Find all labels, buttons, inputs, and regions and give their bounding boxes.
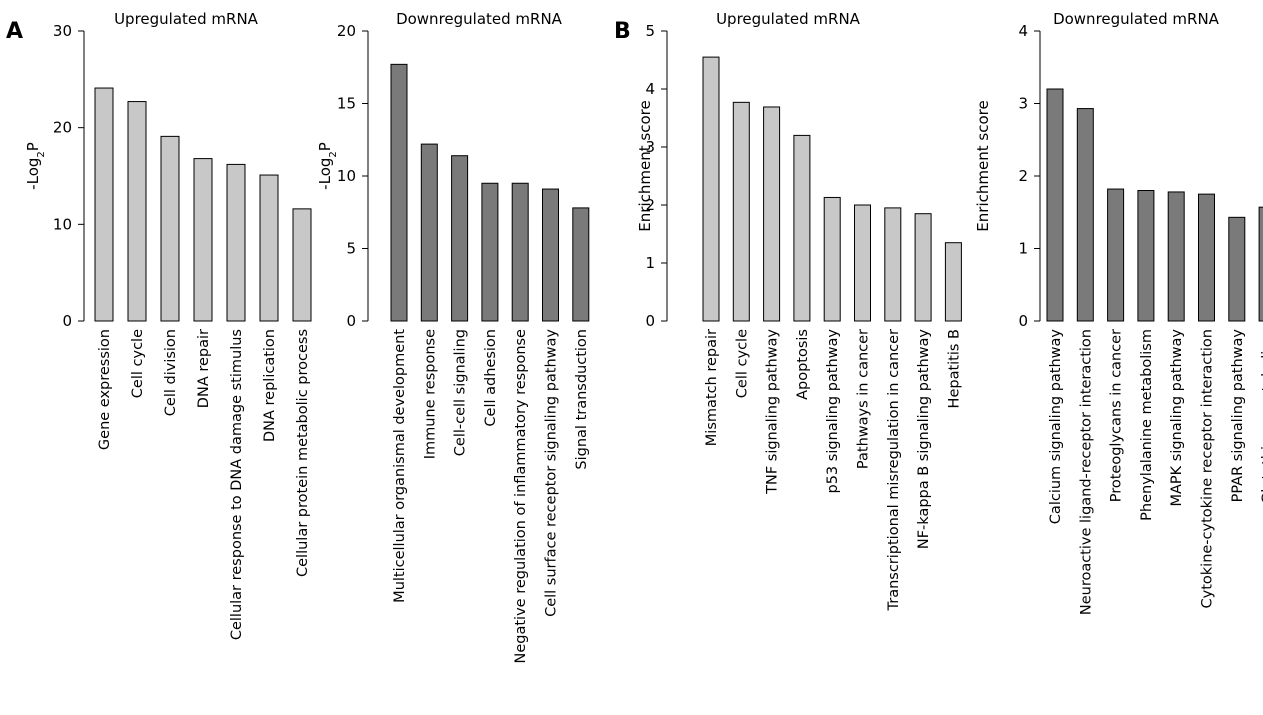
bar: [127, 101, 147, 322]
y-axis-label: -Log2P: [316, 142, 339, 190]
bar: [1228, 216, 1246, 322]
bar: [292, 208, 312, 322]
category-label: Cell surface receptor signaling pathway: [544, 329, 560, 617]
bar: [390, 63, 408, 322]
bar: [793, 134, 811, 322]
y-tick-label: 4: [1018, 22, 1028, 40]
y-tick-label: 4: [645, 80, 655, 98]
bar: [511, 182, 529, 322]
bar: [1076, 108, 1094, 322]
y-tick-label: 15: [337, 95, 356, 113]
chart-title: Downregulated mRNA: [1053, 10, 1220, 28]
category-label: Cell division: [163, 329, 179, 416]
bar: [702, 56, 720, 322]
chart-2: Downregulated mRNA 0 5 10 15 20 -Log2P Multicel…: [316, 10, 590, 663]
y-tick-label: 1: [645, 254, 655, 272]
bar: [823, 196, 841, 322]
y-tick-label: 0: [1018, 312, 1028, 330]
category-label: Neuroactive ligand-receptor interaction: [1078, 329, 1094, 615]
chart-1: Upregulated mRNA 0 10 20 30 -Log2P Gene expres…: [24, 10, 312, 640]
bar: [1046, 88, 1064, 322]
chart-title: Downregulated mRNA: [396, 10, 563, 28]
y-tick-label: 0: [62, 312, 72, 330]
bar: [1137, 190, 1155, 322]
category-label: MAPK signaling pathway: [1169, 329, 1185, 507]
chart-title: Upregulated mRNA: [716, 10, 861, 28]
category-label: Hepatitis B: [946, 329, 962, 408]
category-label: Phenylalanine metabolism: [1139, 329, 1155, 521]
category-label: Cytokine-cytokine receptor interaction: [1200, 329, 1216, 609]
bar: [1107, 188, 1125, 322]
category-label: p53 signaling pathway: [825, 329, 841, 494]
category-label: Cell adhesion: [483, 329, 499, 427]
bar: [193, 158, 213, 322]
y-axis-label: -Log2P: [24, 142, 47, 190]
category-label: PPAR signaling pathway: [1230, 329, 1246, 503]
bar: [259, 174, 279, 322]
y-tick-label: 1: [1018, 240, 1028, 258]
category-label: Apoptosis: [795, 329, 811, 400]
y-tick-label: 5: [645, 22, 655, 40]
y-axis-label: Enrichment score: [974, 100, 992, 231]
bar: [732, 101, 750, 322]
bar: [94, 87, 114, 322]
y-tick-label: 20: [337, 22, 356, 40]
chart-4: Downregulated mRNA 0 1 2 3 4 Enrichment score C…: [974, 10, 1263, 615]
category-label: Multicellular organismal development: [392, 329, 408, 603]
y-tick-label: 2: [1018, 167, 1028, 185]
category-label: Cell cycle: [130, 329, 146, 398]
category-label: Calcium signaling pathway: [1048, 329, 1064, 525]
category-label: Transcriptional misregulation in cancer: [886, 329, 902, 612]
category-label: NF-kappa B signaling pathway: [916, 329, 932, 550]
y-tick-label: 0: [645, 312, 655, 330]
category-label: Cellular protein metabolic process: [295, 329, 311, 577]
bar: [226, 163, 246, 322]
category-label: Cell cycle: [734, 329, 750, 398]
category-label: TNF signaling pathway: [765, 329, 781, 495]
bar: [420, 143, 438, 322]
y-tick-label: 0: [346, 312, 356, 330]
chart-title: Upregulated mRNA: [114, 10, 259, 28]
y-tick-label: 5: [346, 240, 356, 258]
panel-letter-a: A: [6, 19, 23, 44]
bar: [1198, 193, 1215, 322]
category-label: Mismatch repair: [704, 329, 720, 446]
bar: [884, 207, 902, 322]
category-label: Immune response: [422, 329, 438, 459]
y-tick-label: 2: [645, 196, 655, 214]
y-tick-label: 3: [645, 138, 655, 156]
bar: [763, 106, 781, 322]
bar: [481, 182, 499, 322]
bar: [914, 213, 932, 322]
category-label: Proteoglycans in cancer: [1109, 329, 1125, 502]
category-label: DNA repair: [196, 329, 212, 408]
bar: [854, 204, 871, 322]
category-label: Cellular response to DNA damage stimulus: [229, 329, 245, 640]
y-tick-label: 20: [53, 119, 72, 137]
category-label: DNA replication: [262, 329, 278, 442]
y-tick-label: 10: [53, 215, 72, 233]
category-label: Cell-cell signaling: [453, 329, 469, 456]
panel-letter-b: B: [614, 19, 631, 44]
bar: [451, 155, 469, 322]
bar: [944, 242, 962, 322]
y-tick-label: 3: [1018, 95, 1028, 113]
category-label: Signal transduction: [574, 329, 590, 470]
bar: [160, 135, 180, 322]
chart-3: Upregulated mRNA 0 1 2 3 4 5 Enrichment score Mi…: [636, 10, 962, 611]
y-tick-label: 30: [53, 22, 72, 40]
category-label: Gene expression: [97, 329, 113, 450]
category-label: Negative regulation of inflammatory resp…: [513, 329, 529, 664]
bar: [1258, 206, 1263, 322]
y-tick-label: 10: [337, 167, 356, 185]
bar: [1167, 191, 1185, 322]
bar: [572, 207, 590, 322]
y-axis-label: Enrichment score: [636, 100, 654, 231]
category-label: Pathways in cancer: [856, 329, 872, 469]
category-label: Glutathione metabolism: [1260, 329, 1263, 504]
bar: [542, 188, 559, 322]
